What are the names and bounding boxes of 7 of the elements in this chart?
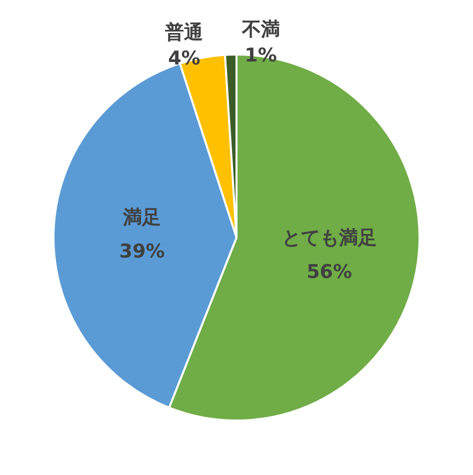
data-label: 4% (168, 48, 200, 70)
data-label: 56% (306, 261, 352, 284)
slice-label: 不満 (240, 18, 280, 41)
data-label: 39% (119, 240, 165, 263)
slice-label: とても満足 (282, 227, 377, 250)
slice-label: 普通 (164, 22, 204, 44)
slice-label: 満足 (122, 206, 162, 229)
